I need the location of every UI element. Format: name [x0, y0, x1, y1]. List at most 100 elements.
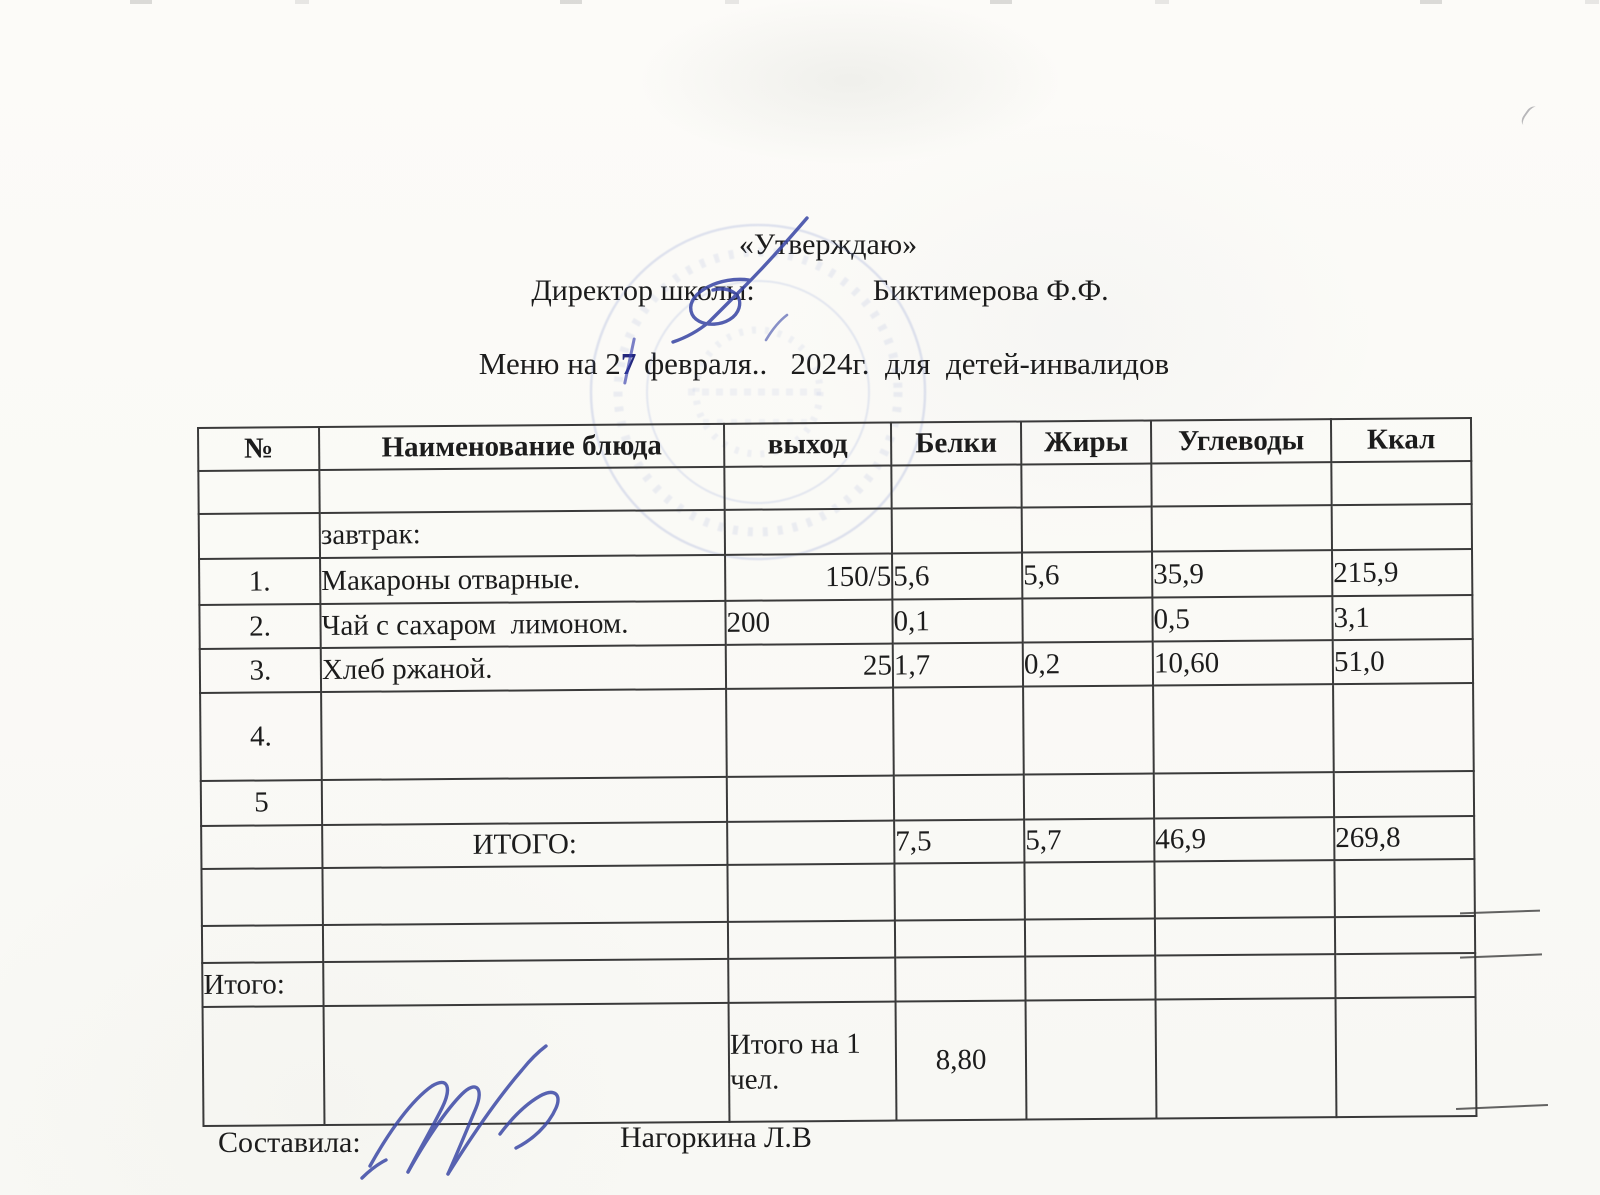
table-cell: Хлеб ржаной.	[320, 644, 727, 693]
table-cell	[893, 686, 1024, 776]
table-cell: ИТОГО:	[322, 821, 728, 869]
table-cell	[1334, 858, 1475, 918]
table-cell	[1331, 503, 1472, 551]
menu-title-prefix: Меню на 2	[478, 346, 621, 381]
menu-table: № Наименование блюда выход Белки Жиры Углевод…	[197, 417, 1477, 1127]
table-cell	[724, 465, 892, 510]
table-cell	[891, 507, 1023, 554]
table-cell	[323, 958, 729, 1007]
table-cell: 25	[725, 643, 894, 689]
column-header: Углеводы	[1150, 419, 1332, 464]
table-cell	[724, 508, 893, 555]
table-cell: 46,9	[1154, 817, 1335, 862]
table-cell	[726, 687, 894, 777]
table-cell	[1155, 954, 1336, 1000]
round-stamp	[589, 223, 927, 561]
table-cell	[202, 1006, 325, 1126]
table-cell	[727, 863, 895, 922]
table-cell	[1023, 685, 1154, 775]
table-cell: Итого:	[202, 962, 324, 1007]
table-cell: 8,80	[895, 1000, 1027, 1121]
director-name: Биктимерова Ф.Ф.	[872, 274, 1109, 307]
menu-title-suffix: февраля.. 2024г. для детей-инвалидов	[636, 346, 1170, 381]
table-cell: 200	[725, 599, 893, 645]
table-cell: 3.	[199, 648, 322, 693]
approval-text: «Утверждаю»	[738, 228, 918, 261]
table-cell: 7,5	[894, 819, 1025, 864]
table-cell	[1023, 773, 1155, 820]
table-cell	[1151, 462, 1332, 507]
column-header: Белки	[890, 421, 1022, 466]
table-cell	[1335, 996, 1477, 1118]
table-cell: 51,0	[1332, 638, 1474, 685]
pen-stray-mark	[764, 313, 789, 342]
composed-name: Нагоркина Л.В	[620, 1121, 812, 1154]
table-cell: 215,9	[1332, 548, 1473, 597]
column-header: Жиры	[1020, 420, 1152, 465]
table-cell: 0,5	[1152, 596, 1333, 642]
composed-label: Составила:	[218, 1126, 361, 1159]
table-cell	[321, 776, 728, 826]
table-cell	[1154, 917, 1336, 956]
table-cell	[1334, 915, 1476, 955]
table-cell	[201, 925, 324, 963]
table-row	[201, 858, 1475, 926]
table-cell: 5,6	[892, 552, 1023, 600]
table-cell: Чай с сахаром лимоном.	[320, 600, 726, 649]
table-cell: 5,7	[1024, 818, 1155, 863]
table-cell: 269,8	[1334, 815, 1475, 861]
table-cell	[1154, 860, 1335, 919]
composer-signature	[360, 1044, 560, 1180]
table-cell: 5	[200, 780, 323, 826]
table-cell: 3,1	[1332, 594, 1473, 641]
table-cell	[1022, 597, 1153, 643]
menu-title: Меню на 27 февраля.. 2024г. для детей-ин…	[0, 346, 1600, 382]
table-cell	[1333, 770, 1475, 818]
table-cell	[1024, 861, 1155, 920]
column-header: Наименование блюда	[319, 423, 725, 471]
table-cell	[726, 775, 895, 822]
table-cell	[1155, 998, 1337, 1119]
table-cell: завтрак:	[319, 509, 726, 559]
table-cell: 35,9	[1152, 550, 1333, 598]
table-cell	[1025, 999, 1157, 1120]
table-cell: 2.	[199, 604, 321, 649]
table-cell	[198, 470, 320, 514]
table-cell: 10,60	[1152, 640, 1334, 686]
table-cell: Макароны отварные.	[320, 554, 726, 605]
menu-title-day-digit: 7	[620, 346, 637, 381]
table-cell	[727, 820, 895, 865]
table-cell	[1153, 684, 1334, 774]
table-cell	[322, 921, 729, 963]
table-cell: 150/5	[725, 553, 893, 601]
table-cell	[198, 513, 321, 559]
table-cell	[1331, 460, 1472, 506]
table-row: 4.	[200, 682, 1474, 781]
scan-speck	[1518, 103, 1544, 131]
table-cell	[201, 825, 323, 869]
table-body: завтрак: 1. Макароны отварные. 150/5 5,6 5,6 3…	[198, 460, 1477, 1126]
table-cell	[1021, 463, 1152, 508]
table-cell	[1024, 918, 1156, 957]
table-cell	[321, 688, 727, 781]
table-cell: 0,2	[1022, 641, 1154, 687]
table-cell	[322, 864, 728, 926]
column-header: №	[198, 427, 320, 471]
table-cell	[1021, 506, 1153, 553]
table-cell	[319, 466, 725, 514]
table-cell	[1153, 772, 1335, 819]
table-cell	[201, 868, 323, 926]
table-cell	[891, 464, 1022, 509]
table-cell: 5,6	[1022, 551, 1153, 599]
column-header: Ккал	[1330, 417, 1472, 463]
director-signature	[671, 216, 809, 344]
table-cell: 1,7	[892, 642, 1024, 688]
table-cell: 1.	[199, 558, 321, 605]
table-cell	[1151, 505, 1333, 552]
scan-edge-artifacts	[0, 0, 1600, 4]
table-cell	[728, 957, 896, 1003]
table-cell	[1335, 952, 1476, 999]
table-cell: 0,1	[892, 598, 1023, 644]
table-cell	[895, 956, 1026, 1002]
